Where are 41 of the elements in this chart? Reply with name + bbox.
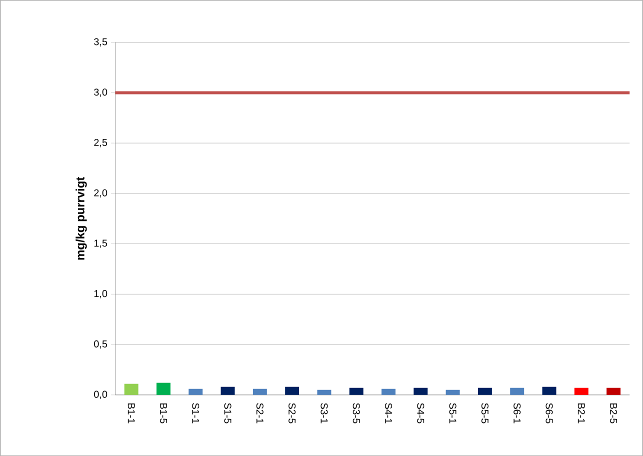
- bar: [574, 388, 588, 395]
- x-tick-label: S2-5: [288, 403, 296, 424]
- y-tick-label: 2,0: [94, 189, 108, 198]
- bar: [156, 382, 170, 395]
- x-tick-label: B1-1: [128, 403, 135, 424]
- bar: [349, 388, 364, 395]
- bar: [285, 386, 300, 395]
- y-tick-label: 1,5: [94, 240, 108, 248]
- x-tick-label: B2-1: [578, 403, 585, 424]
- x-tick-label: S6-5: [546, 403, 553, 424]
- x-tick-label: S1-5: [224, 403, 232, 424]
- x-tick-label: B1-5: [160, 403, 167, 424]
- x-tick-label: S3-5: [352, 403, 360, 424]
- x-tick-label: S2-1: [256, 403, 264, 424]
- bar: [188, 388, 203, 395]
- x-tick-label: S4-5: [417, 403, 424, 424]
- x-tick-label: S5-5: [481, 403, 488, 424]
- bar: [542, 386, 556, 395]
- y-tick-label: 0,5: [94, 340, 108, 349]
- y-axis-title: mg/kg purrvigt: [76, 176, 87, 260]
- bar: [510, 388, 524, 395]
- y-tick-label: 2,5: [94, 138, 108, 148]
- x-tick-label: B2-5: [610, 403, 618, 424]
- x-tick-label: S4-1: [384, 403, 392, 424]
- x-tick-label: S1-1: [192, 403, 200, 424]
- x-tick-label: S6-1: [514, 403, 521, 424]
- bar: [124, 384, 138, 395]
- y-tick-label: 0,0: [94, 390, 108, 399]
- x-tick-label: S3-1: [320, 403, 328, 424]
- y-tick-label: 1,0: [94, 290, 108, 298]
- y-tick-label: 3,0: [94, 88, 108, 97]
- bar: [252, 388, 267, 395]
- bar: [606, 388, 621, 395]
- x-tick-label: S5-1: [449, 403, 456, 424]
- bar: [220, 386, 235, 395]
- bar: [414, 388, 428, 395]
- bar: [446, 390, 460, 395]
- bar: [382, 388, 396, 395]
- bar: [478, 388, 492, 395]
- y-tick-label: 3,5: [94, 38, 108, 46]
- bar: [317, 390, 332, 395]
